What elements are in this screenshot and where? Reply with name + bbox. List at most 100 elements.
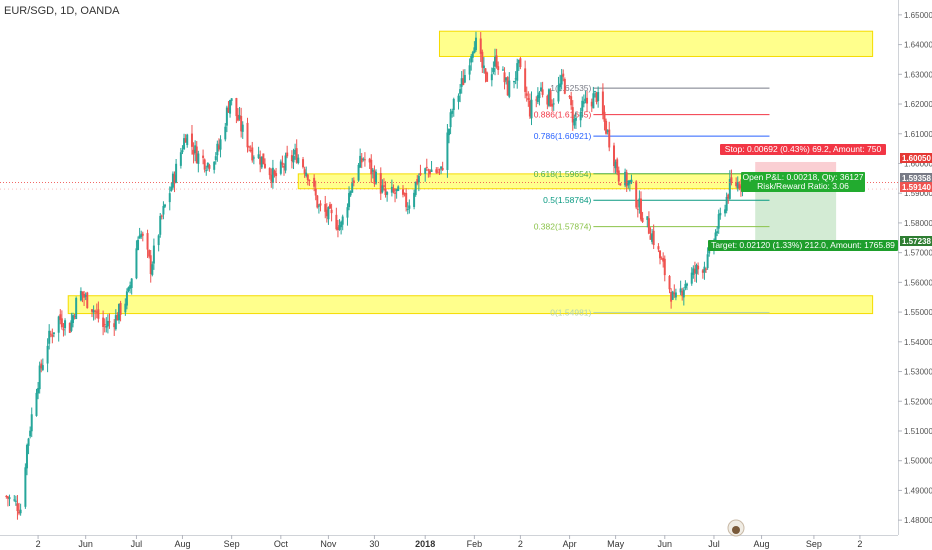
candle-body	[59, 314, 62, 321]
candle-body	[330, 209, 333, 214]
candle-body	[693, 269, 696, 274]
candle-body	[179, 152, 182, 166]
logo-icon	[727, 519, 745, 537]
candle-body	[660, 258, 663, 260]
candle-body	[730, 177, 733, 183]
candle-body	[424, 168, 427, 174]
candle-body	[416, 178, 419, 184]
candle-body	[168, 193, 171, 203]
candle-body	[205, 170, 208, 172]
candle-body	[216, 143, 219, 156]
candle-body	[494, 56, 497, 67]
candle-body	[203, 159, 206, 170]
candle-body	[368, 158, 371, 163]
candle-body	[462, 78, 465, 86]
candle-body	[341, 216, 344, 225]
candle-body	[95, 311, 98, 313]
candle-body	[597, 91, 600, 102]
candle-body	[235, 98, 238, 117]
candle-body	[6, 496, 9, 499]
candle-body	[137, 239, 140, 250]
candle-body	[37, 388, 40, 394]
candle-body	[46, 345, 49, 364]
candle-body	[319, 203, 322, 206]
candle-body	[108, 321, 111, 323]
candle-body	[83, 293, 86, 298]
x-tick-label: Sep	[224, 539, 240, 549]
candle-body	[705, 268, 708, 270]
candle-body	[213, 161, 216, 170]
candle-body	[281, 162, 284, 165]
candle-body	[463, 75, 466, 83]
candle-body	[651, 233, 654, 242]
candle-body	[286, 152, 289, 157]
candle-body	[401, 189, 404, 195]
candle-body	[282, 166, 285, 168]
candle-body	[324, 204, 327, 212]
candle-body	[194, 145, 197, 154]
candle-body	[386, 192, 389, 195]
candle-body	[183, 138, 186, 150]
candle-body	[164, 204, 167, 207]
candle-body	[92, 310, 95, 313]
candle-body	[230, 98, 233, 101]
candle-body	[279, 161, 282, 174]
x-tick-label: 2	[857, 539, 862, 549]
candle-body	[616, 159, 619, 173]
candle-body	[735, 182, 738, 187]
candle-body	[427, 169, 430, 171]
price-tag	[900, 173, 932, 183]
candle-body	[625, 172, 628, 187]
x-tick-label: Nov	[320, 539, 337, 549]
candle-body	[340, 221, 343, 228]
candle-body	[295, 148, 298, 163]
candle-body	[685, 283, 688, 286]
candle-body	[536, 95, 539, 102]
candle-body	[362, 158, 365, 160]
target-label-bg	[708, 240, 898, 251]
candle-body	[646, 216, 649, 220]
candle-body	[446, 132, 449, 170]
candle-body	[574, 117, 577, 121]
candle-body	[630, 179, 633, 183]
x-tick-label: Aug	[754, 539, 770, 549]
candle-body	[719, 212, 722, 216]
y-tick-label: 1.61000	[904, 130, 932, 139]
candle-body	[257, 154, 260, 159]
candle-body	[568, 95, 571, 98]
candle-body	[70, 320, 73, 331]
candle-body	[68, 323, 71, 333]
candle-body	[714, 232, 717, 244]
stop-label: Stop: 0.00692 (0.43%) 69.2, Amount: 750	[720, 144, 886, 155]
candle-body	[141, 233, 144, 236]
candle-body	[159, 215, 162, 235]
candle-body	[546, 95, 549, 105]
candle-body	[124, 303, 127, 313]
y-tick-label: 1.54000	[904, 338, 932, 347]
candle-body	[525, 93, 528, 96]
candle-body	[135, 248, 138, 279]
candle-body	[175, 163, 178, 183]
candle-body	[202, 155, 205, 158]
candle-body	[697, 265, 700, 270]
candle-body	[49, 333, 52, 335]
support-resistance-zone	[297, 173, 756, 190]
candle-body	[117, 303, 120, 321]
candle-body	[530, 99, 533, 119]
candle-body	[614, 161, 617, 169]
candle-body	[527, 98, 530, 100]
x-tick-label: 2	[518, 539, 523, 549]
y-tick-label: 1.49000	[904, 486, 932, 495]
candle-body	[79, 290, 82, 301]
stop-label-bg	[720, 144, 886, 155]
x-tick-label: Jul	[708, 539, 720, 549]
candle-body	[451, 110, 454, 114]
candle-body	[75, 297, 78, 320]
candle-body	[440, 166, 443, 169]
target-label-text: Target: 0.02120 (1.33%) 212.0, Amount: 1…	[711, 240, 895, 250]
candle-body	[316, 195, 319, 208]
pnl-label-text: Open P&L: 0.00218, Qty: 36127	[743, 172, 864, 182]
candle-body	[430, 169, 433, 172]
candle-body	[505, 77, 508, 81]
